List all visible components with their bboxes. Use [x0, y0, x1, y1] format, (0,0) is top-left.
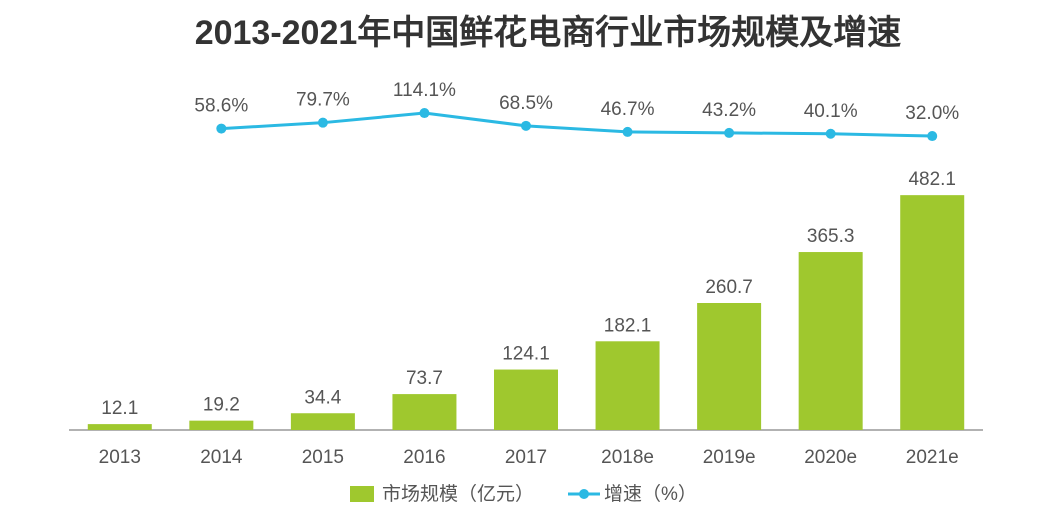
- data-label: 114.1%: [393, 80, 456, 101]
- legend-label: 增速（%）: [604, 483, 697, 505]
- data-label: 43.2%: [702, 100, 756, 121]
- bar: [392, 394, 457, 430]
- x-tick-label: 2016: [403, 447, 445, 468]
- data-label: 19.2: [203, 395, 240, 416]
- x-tick-label: 2017: [505, 447, 547, 468]
- data-label: 73.7: [406, 368, 443, 389]
- x-tick-label: 2015: [302, 447, 344, 468]
- x-tick-label: 2020e: [804, 447, 857, 468]
- line-point: [622, 126, 633, 137]
- x-tick-label: 2018e: [601, 447, 654, 468]
- bar: [189, 420, 254, 430]
- line: [221, 111, 933, 138]
- data-label: 68.5%: [499, 93, 553, 114]
- line-point: [216, 123, 227, 134]
- data-label: 12.1: [101, 398, 138, 419]
- bar: [87, 424, 152, 430]
- bar: [900, 195, 965, 430]
- x-tick-label: 2021e: [906, 447, 959, 468]
- data-label: 365.3: [807, 226, 855, 247]
- data-label: 32.0%: [905, 103, 959, 124]
- legend-swatch: [350, 486, 374, 502]
- data-label: 260.7: [705, 277, 753, 298]
- legend-label: 市场规模（亿元）: [382, 483, 534, 505]
- data-label: 58.6%: [194, 96, 248, 117]
- data-label: 182.1: [604, 315, 652, 336]
- bar: [595, 341, 660, 430]
- data-label: 34.4: [304, 387, 341, 408]
- bar: [697, 303, 762, 430]
- legend-swatch: [579, 489, 589, 499]
- line-point: [521, 120, 531, 131]
- line-point: [419, 108, 430, 119]
- line-point: [317, 117, 328, 128]
- x-tick-label: 2019e: [703, 447, 756, 468]
- chart-title: 2013-2021年中国鲜花电商行业市场规模及增速: [195, 13, 902, 52]
- data-label: 40.1%: [804, 101, 858, 122]
- data-label: 79.7%: [296, 90, 350, 111]
- line-point: [927, 131, 938, 142]
- data-label: 124.1: [502, 344, 550, 365]
- line-point: [724, 127, 735, 138]
- data-label: 46.7%: [601, 99, 655, 120]
- bar: [494, 369, 558, 430]
- line-point: [825, 128, 836, 139]
- data-label: 482.1: [908, 169, 956, 190]
- bar: [798, 252, 863, 430]
- x-tick-label: 2014: [200, 447, 243, 468]
- x-tick-label: 2013: [99, 447, 141, 468]
- bar: [290, 413, 355, 430]
